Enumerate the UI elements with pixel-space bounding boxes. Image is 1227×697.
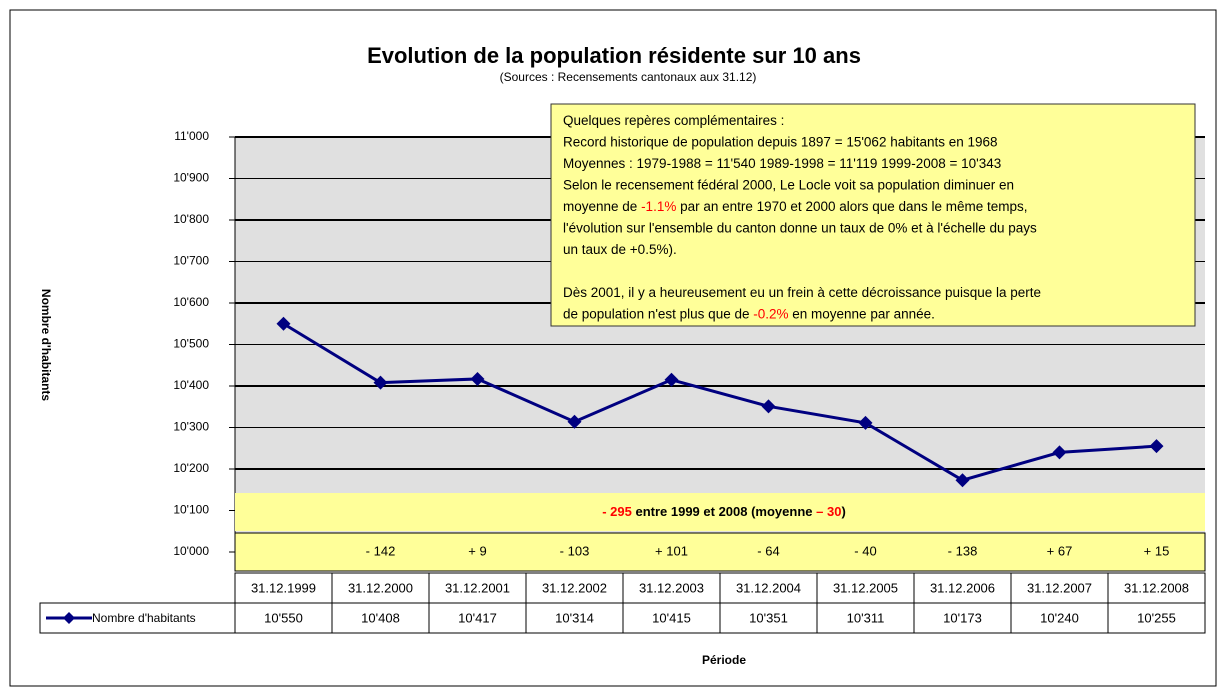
- y-axis-label: Nombre d'habitants: [39, 289, 53, 402]
- y-tick-label: 10'600: [173, 295, 209, 309]
- x-tick-label: 31.12.2006: [930, 580, 995, 595]
- table-value: 10'173: [943, 610, 982, 625]
- x-tick-label: 31.12.2002: [542, 580, 607, 595]
- data-point: [276, 316, 291, 331]
- y-tick-label: 11'000: [174, 129, 209, 143]
- note-line: Dès 2001, il y a heureusement eu un frei…: [563, 285, 1041, 300]
- table-value: 10'255: [1137, 610, 1176, 625]
- difference-label: - 103: [560, 543, 590, 558]
- x-axis-label: Période: [702, 653, 746, 667]
- x-tick-label: 31.12.1999: [251, 580, 316, 595]
- differences-band: [234, 532, 1206, 572]
- difference-label: - 64: [757, 543, 779, 558]
- difference-label: + 67: [1047, 543, 1073, 558]
- text-segment: par an entre 1970 et 2000 alors que dans…: [676, 199, 1027, 214]
- data-point: [567, 414, 582, 429]
- data-point: [1149, 439, 1164, 454]
- note-line: Record historique de population depuis 1…: [563, 134, 998, 149]
- series-line: [282, 322, 1157, 482]
- y-tick-label: 10'800: [173, 212, 209, 226]
- highlight-segment: – 30: [816, 504, 841, 519]
- difference-label: - 142: [366, 543, 396, 558]
- data-point: [955, 473, 970, 488]
- text-segment: en moyenne par année.: [789, 306, 935, 321]
- data-point: [470, 371, 485, 386]
- text-segment: entre 1999 et 2008 (moyenne: [632, 504, 816, 519]
- table-value: 10'311: [847, 610, 885, 625]
- x-tick-label: 31.12.2000: [348, 580, 413, 595]
- chart-title: Evolution de la population résidente sur…: [367, 43, 861, 68]
- table-value: 10'351: [749, 610, 788, 625]
- y-tick-label: 10'100: [173, 503, 209, 517]
- highlight-segment: - 295: [602, 504, 632, 519]
- x-tick-label: 31.12.2008: [1124, 580, 1189, 595]
- table-value: 10'314: [555, 610, 594, 625]
- table-value: 10'415: [652, 610, 691, 625]
- text-segment: un taux de +0.5%).: [563, 242, 677, 257]
- y-tick-label: 10'500: [173, 337, 209, 351]
- difference-label: - 40: [854, 543, 876, 558]
- text-segment: Moyennes : 1979-1988 = 11'540 1989-1998 …: [563, 156, 1001, 171]
- note-line: Quelques repères complémentaires :: [563, 113, 784, 128]
- y-tick-label: 10'700: [173, 254, 209, 268]
- legend-marker: [63, 612, 75, 624]
- text-segment: Selon le recensement fédéral 2000, Le Lo…: [563, 177, 1014, 192]
- data-point: [664, 372, 679, 387]
- text-segment: moyenne de: [563, 199, 641, 214]
- y-tick-label: 10'300: [173, 420, 209, 434]
- data-point: [373, 375, 388, 390]
- summary-band: [235, 493, 1205, 531]
- x-tick-label: 31.12.2004: [736, 580, 801, 595]
- text-segment: de population n'est plus que de: [563, 306, 753, 321]
- y-tick-label: 10'200: [173, 461, 209, 475]
- note-line: moyenne de -1.1% par an entre 1970 et 20…: [563, 199, 1028, 214]
- table-value: 10'240: [1040, 610, 1079, 625]
- difference-label: + 9: [468, 543, 486, 558]
- summary-text: - 295 entre 1999 et 2008 (moyenne – 30): [602, 504, 846, 519]
- note-line: de population n'est plus que de -0.2% en…: [563, 306, 935, 321]
- x-tick-label: 31.12.2001: [445, 580, 510, 595]
- highlight-segment: -1.1%: [641, 199, 676, 214]
- legend-label: Nombre d'habitants: [92, 611, 196, 625]
- difference-label: + 15: [1144, 543, 1170, 558]
- text-segment: Quelques repères complémentaires :: [563, 113, 784, 128]
- data-point: [761, 399, 776, 414]
- text-segment: Record historique de population depuis 1…: [563, 134, 998, 149]
- difference-label: + 101: [655, 543, 688, 558]
- note-line: Moyennes : 1979-1988 = 11'540 1989-1998 …: [563, 156, 1001, 171]
- text-segment: Dès 2001, il y a heureusement eu un frei…: [563, 285, 1041, 300]
- y-tick-label: 10'400: [173, 378, 209, 392]
- x-tick-label: 31.12.2005: [833, 580, 898, 595]
- table-value: 10'417: [458, 610, 497, 625]
- highlight-segment: -0.2%: [753, 306, 788, 321]
- y-tick-label: 10'900: [173, 171, 209, 185]
- text-segment: l'évolution sur l'ensemble du canton don…: [563, 220, 1037, 235]
- table-value: 10'408: [361, 610, 400, 625]
- chart-subtitle: (Sources : Recensements cantonaux aux 31…: [500, 70, 757, 84]
- note-line: un taux de +0.5%).: [563, 242, 677, 257]
- x-tick-label: 31.12.2007: [1027, 580, 1092, 595]
- data-point: [858, 415, 873, 430]
- note-box: [550, 103, 1196, 327]
- table-value: 10'550: [264, 610, 303, 625]
- note-line: l'évolution sur l'ensemble du canton don…: [563, 220, 1037, 235]
- difference-label: - 138: [948, 543, 978, 558]
- note-line: Selon le recensement fédéral 2000, Le Lo…: [563, 177, 1014, 192]
- x-tick-label: 31.12.2003: [639, 580, 704, 595]
- text-segment: ): [841, 504, 845, 519]
- data-point: [1052, 445, 1067, 460]
- y-tick-label: 10'000: [173, 544, 209, 558]
